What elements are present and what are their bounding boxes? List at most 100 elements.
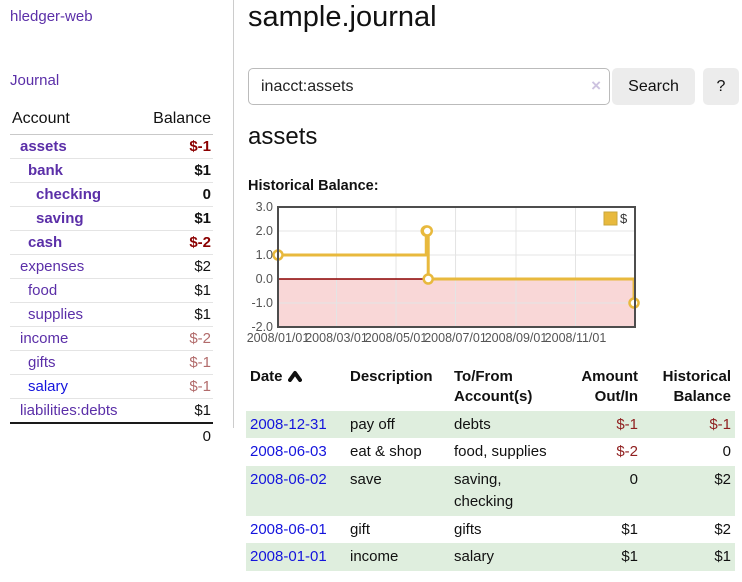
transaction-date-link[interactable]: 2008-01-01 <box>250 548 327 566</box>
transaction-balance: $-1 <box>709 415 731 433</box>
account-balance: 0 <box>139 182 213 207</box>
transaction-row: 2008-12-31 pay off debts $-1 $-1 <box>246 410 735 439</box>
transaction-balance: $2 <box>714 471 731 488</box>
transactions-table-body: 2008-12-31 pay off debts $-1 $-1 2008-06-03 ea… <box>246 410 735 571</box>
transaction-amount: $-2 <box>616 443 638 461</box>
transaction-row: 2008-06-01 gift gifts $1 $2 <box>246 516 735 544</box>
account-balance: $-1 <box>139 350 213 375</box>
transaction-balance: 0 <box>722 443 731 461</box>
account-row: checking 0 <box>10 182 213 207</box>
transaction-amount: $1 <box>621 520 638 538</box>
sort-caret-up-icon <box>287 371 302 382</box>
transactions-header: Historical Balance <box>662 368 731 406</box>
transaction-row: 2008-06-03 eat & shop food, supplies $-2 0 <box>246 438 735 466</box>
accounts-total-row: 0 <box>10 422 213 448</box>
help-button[interactable]: ? <box>703 68 739 105</box>
page-title: sample.journal <box>248 1 437 33</box>
transactions-table: Date Description To/From Account(s) Amount … <box>246 364 735 571</box>
account-balance: $1 <box>139 206 213 231</box>
transaction-date-link[interactable]: 2008-12-31 <box>250 415 327 433</box>
svg-text:2008/09/01: 2008/09/01 <box>485 331 548 345</box>
svg-text:$: $ <box>620 211 628 226</box>
account-link[interactable]: expenses <box>20 258 85 275</box>
transactions-header: To/From Account(s) <box>454 368 533 406</box>
account-heading: assets <box>248 123 318 150</box>
clear-search-icon[interactable]: × <box>591 76 601 95</box>
account-row: cash $-2 <box>10 230 213 255</box>
transaction-date-link[interactable]: 2008-06-03 <box>250 443 327 461</box>
transaction-description: save <box>350 471 382 488</box>
accounts-table: Account Balance assets $-1 bank $1 checking 0… <box>10 106 213 448</box>
account-row: bank $1 <box>10 158 213 183</box>
transaction-description: pay off <box>350 415 395 433</box>
app-title-link[interactable]: hledger-web <box>10 8 93 25</box>
account-row: saving $1 <box>10 206 213 231</box>
transaction-row: 2008-06-02 save saving, checking 0 $2 <box>246 466 735 516</box>
sidebar-divider <box>233 0 234 428</box>
transaction-accounts: gifts <box>454 520 482 538</box>
account-balance: $-2 <box>139 326 213 351</box>
svg-text:2008/01/01: 2008/01/01 <box>247 331 310 345</box>
chart-title: Historical Balance: <box>248 178 379 194</box>
search-input-wrap: × <box>248 68 610 105</box>
accounts-table-body: assets $-1 bank $1 checking 0 saving $1 cash $-2 e… <box>10 134 213 448</box>
account-row: liabilities:debts $1 <box>10 398 213 424</box>
account-link[interactable]: food <box>28 282 58 299</box>
svg-text:2008/03/01: 2008/03/01 <box>305 331 368 345</box>
svg-text:3.0: 3.0 <box>256 200 273 214</box>
account-row: gifts $-1 <box>10 350 213 375</box>
account-row: food $1 <box>10 278 213 303</box>
account-link[interactable]: income <box>20 330 69 347</box>
account-row: supplies $1 <box>10 302 213 327</box>
account-link[interactable]: liabilities:debts <box>20 402 118 419</box>
svg-text:2.0: 2.0 <box>256 224 273 238</box>
account-link[interactable]: checking <box>36 186 102 203</box>
search-form: × Search ? <box>248 68 742 105</box>
account-balance: $1 <box>139 398 213 424</box>
transactions-header: Amount Out/In <box>581 368 638 406</box>
svg-text:2008/11/01: 2008/11/01 <box>545 331 607 345</box>
svg-text:-1.0: -1.0 <box>251 296 273 310</box>
transaction-accounts: food, supplies <box>454 443 547 461</box>
account-balance: $-1 <box>139 374 213 399</box>
transactions-header: Description <box>350 368 433 385</box>
transaction-balance: $2 <box>714 520 731 538</box>
transaction-description: eat & shop <box>350 443 422 461</box>
account-balance: $-2 <box>139 230 213 255</box>
svg-text:2008/05/01: 2008/05/01 <box>365 331 428 345</box>
transaction-date-link[interactable]: 2008-06-01 <box>250 520 327 538</box>
transaction-balance: $1 <box>714 548 731 566</box>
transaction-accounts: saving, checking <box>454 471 514 510</box>
transactions-header-row: Date Description To/From Account(s) Amount … <box>246 364 735 411</box>
account-row: assets $-1 <box>10 134 213 159</box>
transaction-description: income <box>350 548 399 566</box>
search-button[interactable]: Search <box>612 68 695 105</box>
account-link[interactable]: saving <box>36 210 84 227</box>
transaction-accounts: salary <box>454 548 495 566</box>
transaction-description: gift <box>350 520 371 538</box>
transaction-accounts: debts <box>454 415 491 433</box>
search-input[interactable] <box>248 68 610 105</box>
accounts-header-balance: Balance <box>139 106 213 135</box>
transactions-header[interactable]: Date <box>246 364 346 411</box>
account-balance: $-1 <box>139 134 213 159</box>
historical-balance-chart: $3.0 2.0 1.0 0.0 -1.0 -2.02008/01/012008/03/0… <box>247 200 640 345</box>
transaction-date-link[interactable]: 2008-06-02 <box>250 471 327 488</box>
transaction-amount: 0 <box>629 471 638 488</box>
account-balance: $1 <box>139 158 213 183</box>
sidebar-item-journal[interactable]: Journal <box>10 72 60 89</box>
account-balance: $1 <box>139 302 213 327</box>
accounts-header-account: Account <box>10 106 140 135</box>
account-link[interactable]: cash <box>28 234 63 251</box>
account-link[interactable]: bank <box>28 162 64 179</box>
account-balance: $1 <box>139 278 213 303</box>
chart-legend: $ <box>603 211 628 226</box>
account-link[interactable]: salary <box>28 378 69 395</box>
account-link[interactable]: supplies <box>28 306 84 323</box>
transaction-row: 2008-01-01 income salary $1 $1 <box>246 543 735 571</box>
account-row: expenses $2 <box>10 254 213 279</box>
svg-text:-2.0: -2.0 <box>251 320 273 334</box>
account-link[interactable]: assets <box>20 138 67 155</box>
svg-text:0.0: 0.0 <box>256 272 273 286</box>
account-link[interactable]: gifts <box>28 354 56 371</box>
